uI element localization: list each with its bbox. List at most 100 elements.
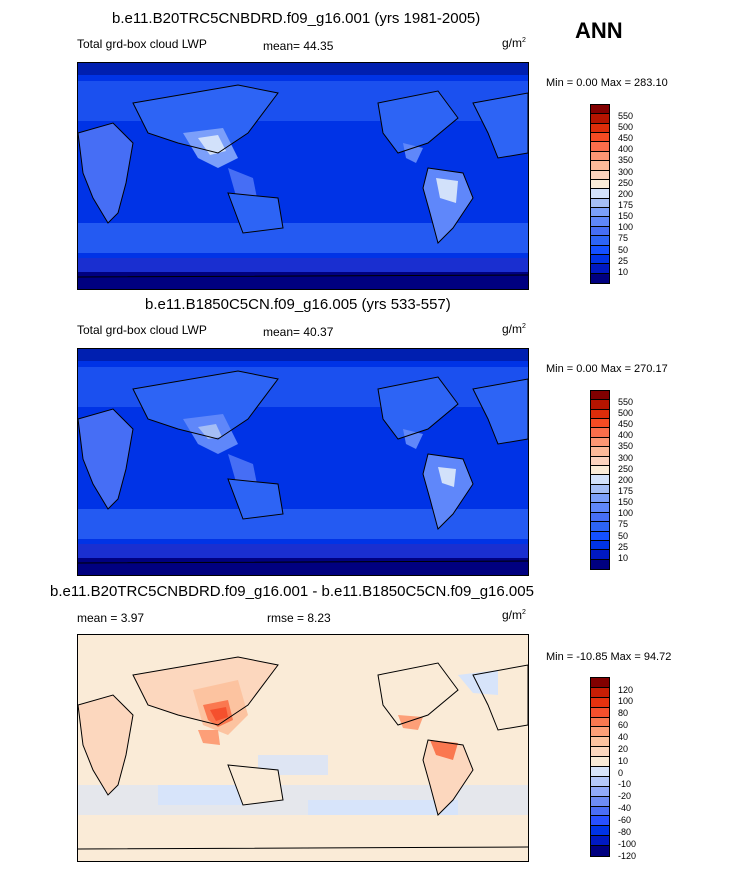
colorbar-tick: 10 xyxy=(618,552,629,563)
colorbar-tick: 175 xyxy=(618,199,634,210)
colorbar-swatch xyxy=(591,409,609,420)
colorbar-swatch xyxy=(591,226,609,237)
panel-3-rmse: rmse = 8.23 xyxy=(267,611,331,625)
colorbar-tick: -40 xyxy=(618,803,632,814)
colorbar-swatch xyxy=(591,727,609,738)
colorbar-tick: 80 xyxy=(618,708,629,719)
colorbar-tick: 175 xyxy=(618,485,634,496)
colorbar-swatch xyxy=(591,767,609,777)
colorbar-swatch xyxy=(591,826,609,837)
panel-2-minmax: Min = 0.00 Max = 270.17 xyxy=(546,363,668,375)
colorbar-tick: 300 xyxy=(618,452,634,463)
colorbar-swatch xyxy=(591,151,609,162)
colorbar-swatch xyxy=(591,836,609,847)
colorbar-tick: 300 xyxy=(618,166,634,177)
panel-1-map xyxy=(77,62,529,290)
panel-3-colorbar xyxy=(590,677,610,857)
colorbar-swatch xyxy=(591,512,609,523)
panel-2-map-field xyxy=(78,349,528,575)
panel-3-map-field xyxy=(78,635,528,861)
colorbar-swatch xyxy=(591,245,609,255)
colorbar-tick: 200 xyxy=(618,474,634,485)
colorbar-swatch xyxy=(591,236,609,246)
colorbar-swatch xyxy=(591,254,609,265)
colorbar-tick: 450 xyxy=(618,133,634,144)
colorbar-tick: -100 xyxy=(618,838,637,849)
colorbar-tick: 350 xyxy=(618,441,634,452)
colorbar-tick: 60 xyxy=(618,720,629,731)
colorbar-tick: 550 xyxy=(618,110,634,121)
colorbar-tick: 250 xyxy=(618,463,634,474)
colorbar-tick: -60 xyxy=(618,815,632,825)
colorbar-swatch xyxy=(591,170,609,180)
panel-2-variable: Total grd-box cloud LWP xyxy=(77,323,207,337)
colorbar-tick: -20 xyxy=(618,791,632,802)
colorbar-swatch xyxy=(591,273,609,283)
colorbar-swatch xyxy=(591,264,609,274)
colorbar-tick: 550 xyxy=(618,396,634,407)
colorbar-tick: -80 xyxy=(618,826,632,837)
colorbar-tick: 10 xyxy=(618,755,629,766)
panel-1-units: g/m2 xyxy=(502,36,526,50)
panel-3-units: g/m2 xyxy=(502,608,526,622)
colorbar-swatch xyxy=(591,465,609,476)
colorbar-swatch xyxy=(591,456,609,466)
colorbar-tick: 10 xyxy=(618,266,629,277)
colorbar-swatch xyxy=(591,503,609,513)
panel-3-mean: mean = 3.97 xyxy=(77,611,145,625)
colorbar-tick: -120 xyxy=(618,850,637,861)
panel-1-map-field xyxy=(78,63,528,289)
colorbar-tick: 75 xyxy=(618,519,629,530)
colorbar-swatch xyxy=(591,786,609,797)
colorbar-tick: 500 xyxy=(618,408,634,418)
colorbar-swatch xyxy=(591,179,609,190)
colorbar-swatch xyxy=(591,208,609,218)
colorbar-tick: 400 xyxy=(618,144,634,155)
colorbar-tick: 50 xyxy=(618,244,629,255)
colorbar-tick: 400 xyxy=(618,430,634,441)
panel-3-title: b.e11.B20TRC5CNBDRD.f09_g16.001 - b.e11.… xyxy=(50,583,534,600)
panel-1-title: b.e11.B20TRC5CNBDRD.f09_g16.001 (yrs 198… xyxy=(112,10,481,27)
colorbar-swatch xyxy=(591,540,609,551)
colorbar-swatch xyxy=(591,717,609,728)
panel-2-units: g/m2 xyxy=(502,322,526,336)
colorbar-swatch xyxy=(591,747,609,758)
colorbar-swatch xyxy=(591,123,609,134)
colorbar-swatch xyxy=(591,816,609,827)
colorbar-tick: 100 xyxy=(618,696,634,707)
colorbar-tick: 25 xyxy=(618,255,629,266)
panel-2-map xyxy=(77,348,529,576)
colorbar-tick: 150 xyxy=(618,211,634,222)
colorbar-swatch xyxy=(591,437,609,448)
panel-1-mean: mean= 44.35 xyxy=(263,39,334,53)
colorbar-swatch xyxy=(591,559,609,569)
colorbar-swatch xyxy=(591,707,609,718)
colorbar-swatch xyxy=(591,678,609,688)
colorbar-swatch xyxy=(591,796,609,807)
colorbar-tick: 40 xyxy=(618,732,629,742)
colorbar-tick: 20 xyxy=(618,743,629,754)
colorbar-tick: 250 xyxy=(618,177,634,188)
panel-3-minmax: Min = -10.85 Max = 94.72 xyxy=(546,651,672,663)
colorbar-tick: 75 xyxy=(618,233,629,244)
colorbar-swatch xyxy=(591,484,609,495)
colorbar-tick: 0 xyxy=(618,767,624,778)
colorbar-swatch xyxy=(591,697,609,708)
colorbar-tick: 100 xyxy=(618,508,634,519)
colorbar-tick: 100 xyxy=(618,222,634,233)
colorbar-swatch xyxy=(591,105,609,115)
panel-2-title: b.e11.B1850C5CN.f09_g16.005 (yrs 533-557… xyxy=(145,296,451,313)
colorbar-swatch xyxy=(591,494,609,504)
colorbar-swatch xyxy=(591,531,609,541)
colorbar-tick: 50 xyxy=(618,530,629,541)
panel-1-colorbar xyxy=(590,104,610,284)
colorbar-swatch xyxy=(591,447,609,457)
season-label: ANN xyxy=(575,18,623,43)
colorbar-swatch xyxy=(591,687,609,698)
panel-2-mean: mean= 40.37 xyxy=(263,325,334,339)
colorbar-tick: 500 xyxy=(618,122,634,132)
colorbar-swatch xyxy=(591,428,609,438)
panel-3-map xyxy=(77,634,529,862)
colorbar-swatch xyxy=(591,475,609,485)
colorbar-tick: 120 xyxy=(618,684,634,695)
